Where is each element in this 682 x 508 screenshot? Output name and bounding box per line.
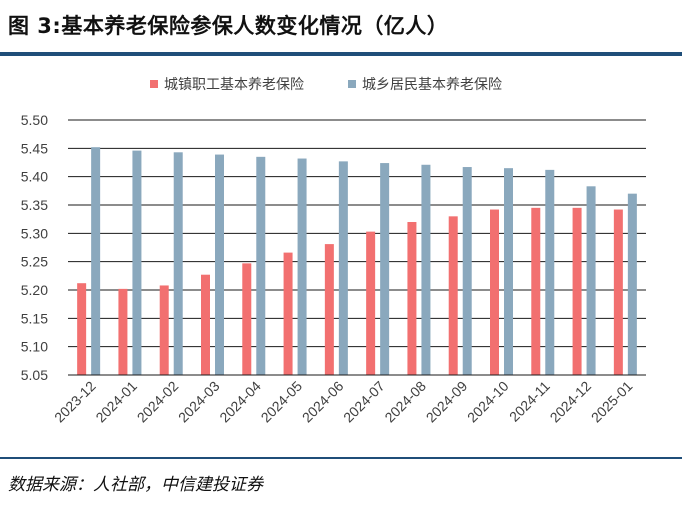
bar-urban-rural-resident [256, 156, 266, 375]
legend-label: 城镇职工基本养老保险 [164, 76, 304, 93]
bar-urban-employee [159, 285, 169, 375]
bar-urban-employee [572, 207, 582, 375]
x-tick-label: 2024-06 [299, 378, 347, 426]
legend-label: 城乡居民基本养老保险 [362, 76, 502, 93]
x-axis: 2023-122024-012024-022024-032024-042024-… [51, 374, 646, 426]
bar-urban-employee [242, 263, 252, 375]
bar-urban-rural-resident [545, 169, 555, 375]
bar-urban-rural-resident [421, 164, 431, 375]
bar-urban-employee [448, 216, 458, 375]
y-tick-label: 5.45 [21, 140, 48, 156]
legend-swatch [348, 80, 356, 88]
bar-urban-employee [531, 207, 541, 375]
x-tick-label: 2024-12 [547, 378, 595, 426]
x-tick-label: 2024-01 [92, 378, 140, 426]
y-tick-label: 5.05 [21, 367, 48, 383]
x-tick-label: 2024-11 [506, 378, 553, 425]
bar-urban-employee [77, 283, 87, 375]
y-tick-label: 5.50 [21, 112, 48, 128]
bar-urban-rural-resident [297, 158, 307, 375]
y-tick-label: 5.25 [21, 254, 48, 270]
legend-swatch [150, 80, 158, 88]
x-tick-label: 2024-05 [258, 378, 306, 426]
bar-urban-rural-resident [586, 186, 596, 375]
x-tick-label: 2024-10 [464, 378, 512, 426]
source-note: 数据来源：人社部，中信建投证券 [8, 475, 263, 495]
x-tick-label: 2023-12 [51, 378, 99, 426]
x-tick-label: 2024-09 [423, 378, 471, 426]
bar-urban-employee [490, 209, 499, 375]
bar-urban-rural-resident [462, 167, 472, 375]
y-tick-label: 5.10 [21, 339, 48, 355]
bar-urban-rural-resident [132, 150, 142, 375]
bar-urban-rural-resident [504, 168, 513, 375]
bars [77, 147, 637, 375]
y-tick-label: 5.35 [21, 197, 48, 213]
bar-urban-employee [613, 209, 623, 375]
x-tick-label: 2024-03 [175, 378, 223, 426]
y-tick-label: 5.40 [21, 169, 48, 185]
bar-chart: 城镇职工基本养老保险 城乡居民基本养老保险 5.05 5.10 5.15 5.20 5.2… [21, 76, 646, 426]
bar-urban-rural-resident [380, 163, 390, 375]
bar-urban-rural-resident [91, 147, 101, 375]
bar-urban-employee [324, 244, 334, 375]
y-axis: 5.05 5.10 5.15 5.20 5.25 5.30 5.35 5.40 5.45 5.50 [21, 112, 48, 383]
bar-urban-employee [366, 231, 376, 375]
source-divider [0, 457, 682, 459]
legend: 城镇职工基本养老保险 城乡居民基本养老保险 [150, 76, 502, 93]
x-tick-label: 2024-04 [216, 378, 264, 426]
bar-urban-rural-resident [627, 193, 637, 375]
bar-urban-employee [118, 288, 128, 375]
x-tick-label: 2024-02 [134, 378, 182, 426]
bar-urban-rural-resident [173, 152, 183, 375]
bar-urban-employee [283, 252, 293, 375]
x-tick-label: 2025-01 [588, 378, 636, 426]
y-tick-label: 5.30 [21, 225, 48, 241]
bar-urban-rural-resident [215, 154, 224, 375]
gridlines [68, 119, 646, 348]
title-divider [0, 52, 682, 56]
y-tick-label: 5.20 [21, 282, 48, 298]
x-tick-label: 2024-07 [340, 378, 388, 426]
x-tick-label: 2024-08 [381, 378, 429, 426]
bar-urban-employee [407, 222, 417, 375]
bar-urban-employee [201, 274, 210, 375]
y-tick-label: 5.15 [21, 310, 48, 326]
chart-title: 图 3:基本养老保险参保人数变化情况（亿人） [8, 14, 449, 38]
bar-urban-rural-resident [338, 161, 348, 375]
